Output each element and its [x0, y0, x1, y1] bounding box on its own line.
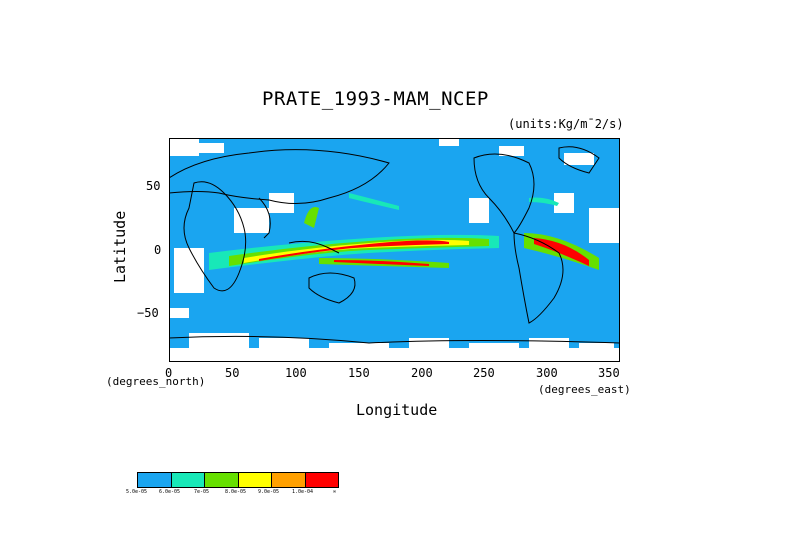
- precip-bands: [209, 193, 599, 270]
- x-tick-label: 300: [536, 366, 558, 380]
- y-axis-unit-label: (degrees_north): [106, 375, 206, 388]
- colorbar-swatch: [171, 473, 205, 487]
- colorbar-label: ∞: [333, 489, 337, 495]
- x-tick-label: 100: [285, 366, 307, 380]
- colorbar-swatch: [205, 473, 239, 487]
- colorbar: [137, 472, 339, 488]
- y-tick-label: 0: [154, 243, 162, 257]
- map-title: PRATE_1993-MAM_NCEP: [262, 88, 489, 110]
- colorbar-label: 9.0e-05: [258, 489, 280, 495]
- coastlines: [169, 146, 620, 344]
- colorbar-swatch: [305, 473, 338, 487]
- y-axis-label: Latitude: [111, 210, 129, 283]
- colorbar-label: 6.0e-05: [159, 489, 181, 495]
- x-tick-label: 200: [411, 366, 433, 380]
- x-tick-label: 250: [473, 366, 495, 380]
- map-frame: [169, 138, 620, 362]
- x-tick-label: 50: [225, 366, 240, 380]
- colorbar-swatch: [272, 473, 306, 487]
- precipitation-map: [169, 138, 620, 362]
- x-tick-label: 0: [165, 366, 173, 380]
- colorbar-swatch: [138, 473, 172, 487]
- y-tick-label: −50: [137, 306, 159, 320]
- x-tick-label: 350: [598, 366, 620, 380]
- units-label: (units:Kg/m¯2/s): [508, 117, 624, 131]
- x-axis-unit-label: (degrees_east): [538, 383, 631, 396]
- x-axis-label: Longitude: [356, 401, 438, 419]
- colorbar-label: 8.0e-05: [225, 489, 247, 495]
- missing-data-regions: [169, 138, 620, 362]
- colorbar-label: 5.0e-05: [126, 489, 148, 495]
- colorbar-label: 1.0e-04: [292, 489, 314, 495]
- colorbar-swatch: [238, 473, 272, 487]
- x-tick-label: 150: [348, 366, 370, 380]
- colorbar-label: 7e-05: [194, 489, 210, 495]
- y-tick-label: 50: [146, 179, 161, 193]
